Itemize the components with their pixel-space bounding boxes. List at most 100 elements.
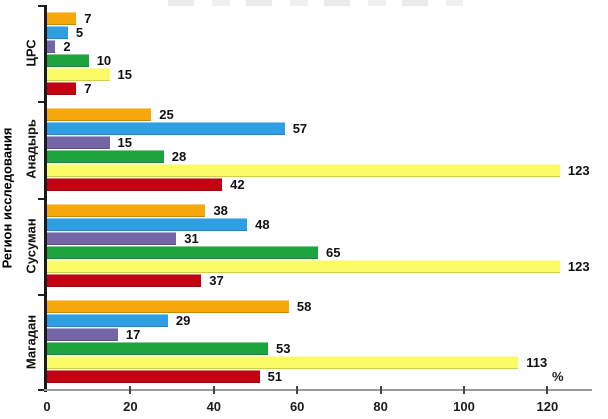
x-axis-tick-label: 60 xyxy=(289,399,305,414)
x-axis-line xyxy=(44,389,592,391)
bar-value-label: 58 xyxy=(296,299,312,315)
bar-row-Магадан-series-orange: 58 xyxy=(47,299,312,315)
bar-row-Сусуман-series-orange: 38 xyxy=(47,204,228,218)
category-label-Сусуман: Сусуман xyxy=(16,198,46,294)
bar-value-label: 28 xyxy=(171,148,187,164)
bar-value-label: 5 xyxy=(75,24,84,40)
category-label-ЦРС: ЦРС xyxy=(16,5,46,101)
bar-value-label: 2 xyxy=(63,38,71,54)
bar-row-ЦРС-series-purple: 2 xyxy=(47,38,71,54)
bar-value-label: 29 xyxy=(175,313,191,329)
bar-series-purple-Магадан xyxy=(47,328,118,342)
bar-value-label: 7 xyxy=(84,10,92,26)
bar-row-Магадан-series-blue: 29 xyxy=(47,313,191,329)
bar-series-blue-Анадырь xyxy=(47,121,285,135)
bar-row-Сусуман-series-darkred: 37 xyxy=(47,273,224,289)
bar-value-label: 7 xyxy=(84,80,92,96)
category-label-text: Магадан xyxy=(23,314,39,369)
bar-value-label: 48 xyxy=(255,217,270,233)
bar-series-yellow-Сусуман xyxy=(47,260,560,274)
bar-series-purple-Сусуман xyxy=(47,232,177,246)
bar-series-green-Магадан xyxy=(47,342,268,356)
x-axis-tick xyxy=(129,386,132,394)
bar-value-label: 37 xyxy=(209,273,224,289)
y-axis-group-tick xyxy=(38,5,44,7)
bar-row-Анадырь-series-yellow: 123 xyxy=(47,162,590,178)
y-axis-group-tick xyxy=(38,389,44,391)
bar-value-label: 15 xyxy=(117,134,133,150)
bar-series-green-ЦРС xyxy=(47,53,89,67)
bar-row-Сусуман-series-purple: 31 xyxy=(47,232,199,246)
bar-series-green-Сусуман xyxy=(47,246,319,260)
x-axis-tick-label: 0 xyxy=(43,399,51,414)
bar-series-orange-Сусуман xyxy=(47,204,206,218)
bar-row-Магадан-series-yellow: 113 xyxy=(47,355,548,371)
y-axis-group-tick xyxy=(38,197,44,200)
bar-row-Анадырь-series-blue: 57 xyxy=(47,120,308,136)
y-axis-title: Регион исследования xyxy=(0,5,16,390)
bar-value-label: 65 xyxy=(326,245,341,261)
bar-value-label: 113 xyxy=(526,355,548,371)
bar-row-ЦРС-series-orange: 7 xyxy=(47,10,92,26)
bar-row-Магадан-series-green: 53 xyxy=(47,341,291,357)
category-label-text: ЦРС xyxy=(23,39,39,67)
x-axis-unit-label: % xyxy=(552,369,564,384)
plot-area: 7 5 2 10 15 7 25 57 15 28 123 42 38 48 31 65 123 37 58 29 17… xyxy=(38,5,592,414)
bar-row-Анадырь-series-orange: 25 xyxy=(47,106,174,122)
y-axis-line xyxy=(44,5,47,392)
bar-series-yellow-Магадан xyxy=(47,356,519,370)
bar-series-darkred-Анадырь xyxy=(47,177,223,191)
bar-row-ЦРС-series-green: 10 xyxy=(47,52,112,68)
category-label-Магадан: Магадан xyxy=(16,294,46,390)
x-axis-tick-label: 120 xyxy=(536,399,559,414)
bar-series-darkred-Магадан xyxy=(47,370,260,384)
bar-row-ЦРС-series-blue: 5 xyxy=(47,24,84,40)
y-axis-title-label: Регион исследования xyxy=(0,127,15,268)
x-axis-tick xyxy=(296,386,299,394)
bar-series-purple-ЦРС xyxy=(47,39,56,53)
bar-row-Сусуман-series-yellow: 123 xyxy=(47,259,590,275)
bar-value-label: 17 xyxy=(125,327,141,343)
bar-value-label: 10 xyxy=(96,52,112,68)
y-axis-group-tick xyxy=(38,101,44,104)
bar-series-yellow-ЦРС xyxy=(47,67,110,81)
x-axis-tick-label: 100 xyxy=(453,399,475,414)
bar-value-label: 25 xyxy=(159,106,174,122)
bar-value-label: 123 xyxy=(567,259,590,275)
bar-series-blue-ЦРС xyxy=(47,25,68,39)
bar-value-label: 51 xyxy=(267,369,283,385)
category-label-Анадырь: Анадырь xyxy=(16,101,46,197)
bar-series-orange-ЦРС xyxy=(47,11,77,25)
bar-value-label: 15 xyxy=(117,66,133,82)
x-axis-tick-label: 80 xyxy=(373,399,388,414)
bar-row-Сусуман-series-blue: 48 xyxy=(47,217,270,233)
bar-row-ЦРС-series-darkred: 7 xyxy=(47,80,92,96)
bar-row-Магадан-series-purple: 17 xyxy=(47,327,141,343)
x-axis-tick xyxy=(463,386,465,394)
bar-row-Магадан-series-darkred: 51 xyxy=(47,369,283,385)
bar-row-Анадырь-series-darkred: 42 xyxy=(47,176,245,192)
y-axis-group-tick xyxy=(38,293,44,296)
bar-series-purple-Анадырь xyxy=(47,135,110,149)
category-label-text: Сусуман xyxy=(23,218,39,274)
bar-value-label: 53 xyxy=(276,341,291,357)
category-label-text: Анадырь xyxy=(23,119,39,180)
bar-series-yellow-Анадырь xyxy=(47,163,560,177)
bar-row-Сусуман-series-green: 65 xyxy=(47,245,341,261)
bar-value-label: 57 xyxy=(292,120,308,136)
bar-series-green-Анадырь xyxy=(47,149,164,163)
bar-series-orange-Анадырь xyxy=(47,107,152,121)
bar-series-blue-Сусуман xyxy=(47,218,248,232)
x-axis-tick xyxy=(212,386,215,394)
bar-series-blue-Магадан xyxy=(47,314,168,328)
bar-row-ЦРС-series-yellow: 15 xyxy=(47,66,133,82)
bar-row-Анадырь-series-green: 28 xyxy=(47,148,187,164)
bar-row-Анадырь-series-purple: 15 xyxy=(47,134,133,150)
bar-value-label: 42 xyxy=(230,176,245,192)
cropped-title-remnant xyxy=(168,0,463,6)
x-axis-tick-label: 20 xyxy=(123,399,138,414)
bar-series-darkred-ЦРС xyxy=(47,81,77,95)
bar-series-orange-Магадан xyxy=(47,300,289,314)
bar-value-label: 123 xyxy=(567,162,590,178)
